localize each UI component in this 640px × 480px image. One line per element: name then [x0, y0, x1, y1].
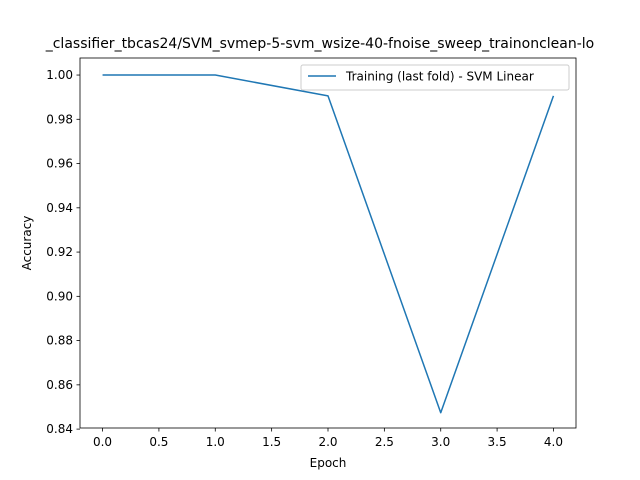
y-tick-label: 0.88: [46, 334, 73, 348]
y-tick-label: 0.86: [46, 378, 73, 392]
y-tick-label: 0.94: [46, 201, 73, 215]
y-tick-label: 1.00: [46, 68, 73, 82]
y-tick-label: 0.84: [46, 422, 73, 436]
x-axis-label: Epoch: [310, 456, 347, 470]
x-tick-label: 1.0: [206, 435, 225, 449]
x-tick-label: 0.0: [93, 435, 112, 449]
x-tick-label: 3.5: [488, 435, 507, 449]
y-axis-label: Accuracy: [20, 216, 34, 271]
x-tick-label: 3.0: [431, 435, 450, 449]
x-tick-label: 2.0: [318, 435, 337, 449]
x-tick-label: 4.0: [544, 435, 563, 449]
x-tick-label: 2.5: [375, 435, 394, 449]
y-tick-label: 0.90: [46, 289, 73, 303]
legend: Training (last fold) - SVM Linear: [300, 64, 570, 91]
chart-title: _classifier_tbcas24/SVM_svmep-5-svm_wsiz…: [45, 36, 595, 52]
y-tick-label: 0.98: [46, 112, 73, 126]
y-tick-label: 0.92: [46, 245, 73, 259]
legend-box: [300, 64, 570, 91]
x-axis-ticks: 0.0 0.5 1.0 1.5 2.0 2.5 3.0 3.5 4.0: [93, 428, 563, 449]
plot-area: [79, 57, 577, 429]
series-line-training: [102, 74, 555, 414]
x-tick-label: 0.5: [149, 435, 168, 449]
y-tick-label: 0.96: [46, 157, 73, 171]
x-tick-label: 1.5: [262, 435, 281, 449]
legend-label: Training (last fold) - SVM Linear: [345, 70, 534, 84]
y-axis-ticks: 0.84 0.86 0.88 0.90 0.92 0.94 0.96 0.98 1.00: [46, 68, 80, 436]
